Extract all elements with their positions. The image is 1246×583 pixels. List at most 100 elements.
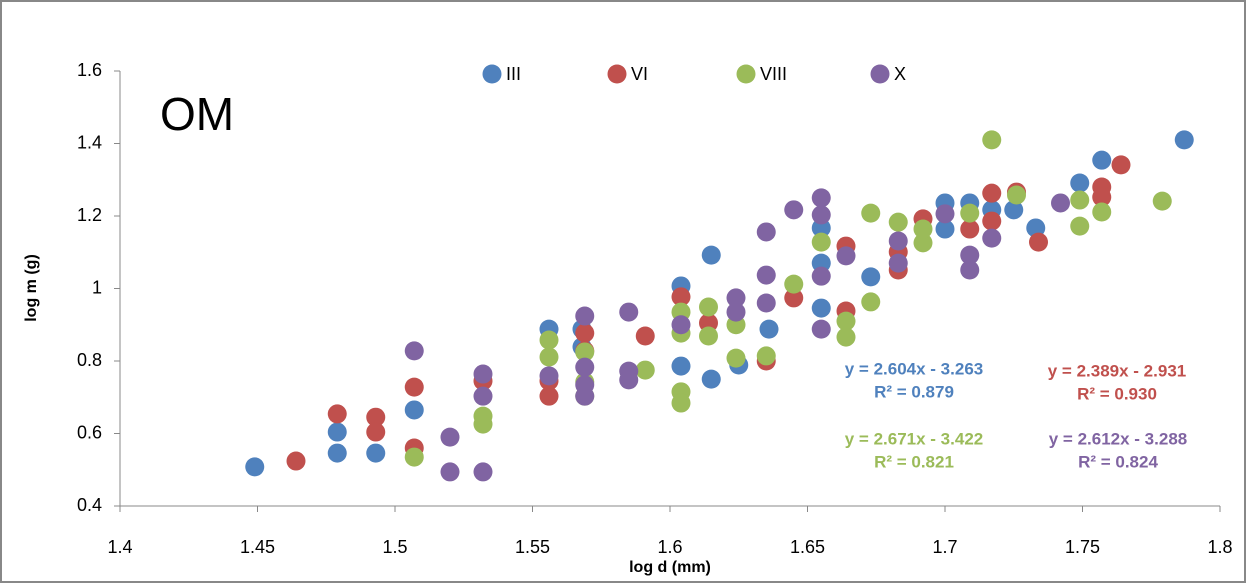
point <box>836 327 856 347</box>
point <box>699 313 718 333</box>
point <box>811 205 831 225</box>
point <box>575 357 595 377</box>
point <box>888 253 908 273</box>
x-tick-label: 1.6 <box>657 537 682 557</box>
point <box>327 422 347 442</box>
legend-label: X <box>894 64 906 84</box>
point <box>1007 185 1026 205</box>
point <box>473 364 493 384</box>
point <box>327 443 347 463</box>
point <box>1111 155 1131 175</box>
point <box>1026 218 1046 238</box>
point <box>756 265 776 285</box>
x-tick-label: 1.8 <box>1207 537 1232 557</box>
point <box>366 407 386 427</box>
point <box>982 211 1002 231</box>
point <box>635 326 655 346</box>
point <box>699 326 718 346</box>
r-squared: R² = 0.930 <box>1077 384 1157 403</box>
point <box>539 386 559 406</box>
point <box>784 200 804 220</box>
point <box>404 377 424 397</box>
x-tick-label: 1.75 <box>1065 537 1100 557</box>
point <box>784 274 804 294</box>
point <box>671 315 691 335</box>
point <box>671 287 691 307</box>
point <box>784 288 804 308</box>
y-tick-label: 0.6 <box>77 422 102 442</box>
r-squared: R² = 0.821 <box>874 452 954 471</box>
point <box>811 232 831 252</box>
legend-marker <box>607 64 627 84</box>
point <box>619 302 639 322</box>
point <box>913 219 933 239</box>
point <box>960 203 980 223</box>
point <box>1070 173 1090 193</box>
point <box>473 386 493 406</box>
point <box>575 342 595 362</box>
x-tick-label: 1.7 <box>932 537 957 557</box>
equation: y = 2.612x - 3.288 <box>1049 429 1187 448</box>
legend-marker <box>736 64 756 84</box>
equation: y = 2.671x - 3.422 <box>845 429 983 448</box>
point <box>836 311 856 331</box>
point <box>982 183 1002 203</box>
y-tick-label: 1 <box>92 277 102 297</box>
point <box>756 346 776 366</box>
point <box>913 233 933 253</box>
point <box>473 462 493 482</box>
point <box>836 246 856 266</box>
point <box>1092 187 1112 207</box>
point <box>811 253 831 273</box>
point <box>1051 193 1070 213</box>
point <box>327 404 347 424</box>
point <box>861 267 881 287</box>
point <box>635 360 655 380</box>
point <box>404 447 424 467</box>
y-tick-label: 1.6 <box>77 60 102 80</box>
point <box>1174 130 1194 150</box>
point <box>960 260 980 280</box>
point <box>960 245 980 265</box>
equation: y = 2.389x - 2.931 <box>1048 361 1186 380</box>
legend-label: III <box>506 64 521 84</box>
y-axis-title: log m (g) <box>23 254 40 322</box>
point <box>935 204 955 224</box>
point <box>861 292 881 312</box>
point <box>759 319 779 339</box>
point <box>473 414 493 434</box>
r-squared: R² = 0.879 <box>874 382 954 401</box>
chart-label: OM <box>160 88 234 140</box>
point <box>404 400 424 420</box>
point <box>701 245 721 265</box>
point <box>811 266 831 286</box>
y-tick-label: 1.4 <box>77 132 102 152</box>
point <box>440 427 460 447</box>
point <box>1092 150 1112 170</box>
point <box>1092 202 1112 222</box>
x-tick-label: 1.5 <box>382 537 407 557</box>
point <box>888 212 908 232</box>
point <box>811 298 831 318</box>
point <box>1070 190 1090 210</box>
point <box>575 306 595 326</box>
y-tick-label: 0.8 <box>77 350 102 370</box>
point <box>286 451 306 471</box>
point <box>440 462 460 482</box>
point <box>1152 191 1172 211</box>
point <box>861 203 881 223</box>
point <box>1070 216 1090 236</box>
point <box>888 231 908 251</box>
x-tick-label: 1.65 <box>790 537 825 557</box>
point <box>982 228 1002 248</box>
point <box>671 393 691 413</box>
point <box>756 222 776 242</box>
r-squared: R² = 0.824 <box>1078 452 1158 471</box>
y-tick-label: 0.4 <box>77 495 102 515</box>
point <box>811 188 831 208</box>
point <box>726 302 746 322</box>
point <box>539 347 559 367</box>
equation: y = 2.604x - 3.263 <box>845 359 983 378</box>
